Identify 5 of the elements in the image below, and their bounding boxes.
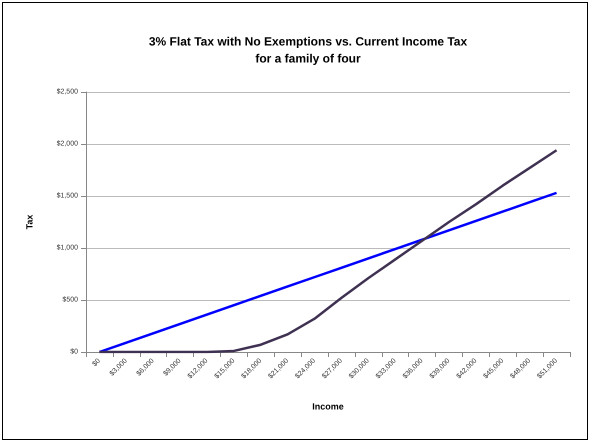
x-axis-title: Income xyxy=(312,402,344,412)
line-series xyxy=(98,148,558,354)
chart-title: 3% Flat Tax with No Exemptions vs. Current Income Tax for a family of four xyxy=(148,34,468,66)
line-series xyxy=(98,192,558,354)
y-axis-title: Tax xyxy=(24,214,34,230)
